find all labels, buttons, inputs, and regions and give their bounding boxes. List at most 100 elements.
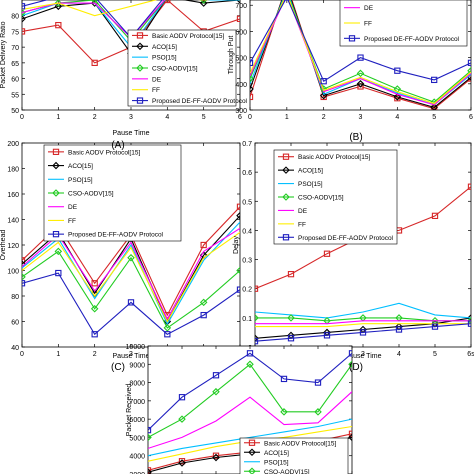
- series-line-ff: [22, 0, 211, 17]
- data-point-cso-aodv-15: [356, 69, 365, 78]
- data-point-basic-aodv-protocol-15: [431, 105, 438, 110]
- legend-label-aco-15: ACO[15]: [298, 168, 323, 175]
- data-point-proposed-de-ff-aodv-protocol: [394, 67, 401, 74]
- legend-marker-basic-aodv-protocol-15: [136, 32, 144, 39]
- legend-label-cso-aodv-15: CSO-AODV[15]: [68, 191, 114, 198]
- y-tick-label: 80: [11, 294, 19, 301]
- data-point-basic-aodv-protocol-15: [236, 15, 240, 23]
- y-axis-label: Delay: [233, 236, 240, 254]
- chart-panel-a: 50 55 60 65 70 75 80 0 1 2 3 4 5 6 Pause Time Packet De…: [0, 0, 248, 137]
- x-tick-label: 1: [56, 351, 60, 358]
- data-point-proposed-de-ff-aodv-protocol: [55, 269, 62, 277]
- series-line-aco-15: [250, 0, 471, 109]
- x-tick-label: 0: [248, 114, 252, 121]
- y-axis-label: Overhead: [0, 230, 7, 261]
- data-point-basic-aodv-protocol-15: [55, 21, 62, 29]
- data-point-cso-aodv-15: [127, 253, 135, 262]
- legend-marker-aco-15: [282, 166, 290, 174]
- data-point-aco-15: [54, 2, 63, 11]
- y-tick-label: 0.6: [242, 170, 252, 177]
- series-line-ff: [250, 0, 471, 105]
- data-point-basic-aodv-protocol-15: [200, 241, 207, 249]
- chart-panel-e: 3000 4000 5000 6000 7000 8000 9000 10000 Packet …: [126, 344, 353, 474]
- x-tick-label: 6: [469, 114, 473, 121]
- legend-label-aco-15: ACO[15]: [68, 163, 93, 170]
- legend-box: [273, 149, 398, 245]
- data-point-cso-aodv-15: [163, 324, 172, 332]
- data-point-basic-aodv-protocol-15: [212, 452, 220, 459]
- data-point-aco-15: [319, 91, 328, 100]
- legend-marker-proposed-de-ff-aodv-protocol: [136, 97, 144, 104]
- legend-marker-aco-15: [248, 448, 256, 457]
- y-tick-label: 60: [11, 320, 19, 327]
- y-tick-label: 4000: [129, 454, 145, 461]
- data-point-cso-aodv-15: [90, 304, 99, 313]
- legend-label-cso-aodv-15: CSO-AODV[15]: [298, 195, 344, 202]
- data-point-cso-aodv-15: [199, 0, 208, 4]
- y-tick-label: 65: [11, 61, 19, 68]
- x-tick-label: 6s: [467, 351, 474, 358]
- y-tick-label: 600: [235, 29, 247, 36]
- legend-marker-proposed-de-ff-aodv-protocol: [348, 35, 356, 42]
- data-point-cso-aodv-15: [287, 314, 295, 322]
- x-tick-label: 4: [395, 114, 399, 121]
- series-line-proposed-de-ff-aodv-protocol: [148, 352, 352, 431]
- data-point-cso-aodv-15: [54, 0, 63, 7]
- data-point-proposed-de-ff-aodv-protocol: [314, 379, 322, 386]
- y-axis-label: Packet Received: [126, 384, 133, 437]
- panel-label-d: (D): [349, 362, 363, 373]
- data-point-proposed-de-ff-aodv-protocol: [287, 335, 295, 342]
- data-point-aco-15: [467, 314, 471, 322]
- y-tick-label: 55: [11, 92, 19, 99]
- data-point-aco-15: [255, 334, 259, 343]
- chart-panel-d: 00.10.20.30.40.50.60.70123456sPause Time…: [233, 141, 474, 360]
- legend-marker-cso-aodv-15: [52, 189, 60, 197]
- legend-label-cso-aodv-15: CSO-AODV[15]: [264, 469, 310, 474]
- x-tick-label: 3: [361, 351, 365, 358]
- legend-label-de: DE: [152, 76, 162, 83]
- y-tick-label: 8000: [129, 381, 145, 388]
- x-tick-label: 2: [93, 351, 97, 358]
- y-tick-label: 0.2: [242, 287, 252, 294]
- data-point-cso-aodv-15: [255, 314, 259, 322]
- legend-label-aco-15: ACO[15]: [152, 44, 177, 51]
- data-point-aco-15: [430, 103, 438, 110]
- data-point-basic-aodv-protocol-15: [164, 0, 171, 4]
- y-tick-label: 60: [11, 77, 19, 84]
- data-point-basic-aodv-protocol-15: [178, 458, 186, 465]
- data-point-proposed-de-ff-aodv-protocol: [127, 299, 135, 306]
- legend-label-proposed-de-ff-aodv-protocol: Proposed DE-FF-AODV Protocol: [152, 98, 248, 105]
- data-point-cso-aodv-15: [314, 408, 322, 416]
- legend-marker-proposed-de-ff-aodv-protocol: [282, 234, 290, 241]
- y-tick-label: 400: [235, 82, 247, 89]
- y-tick-label: 120: [7, 243, 19, 250]
- data-point-proposed-de-ff-aodv-protocol: [164, 331, 171, 338]
- x-tick-label: 5: [202, 114, 206, 121]
- legend-marker-cso-aodv-15: [282, 193, 290, 201]
- x-axis-label: Pause Time: [113, 353, 150, 360]
- y-tick-label: 180: [7, 167, 19, 174]
- data-point-proposed-de-ff-aodv-protocol: [323, 332, 331, 339]
- y-tick-label: 0.3: [242, 258, 252, 265]
- y-tick-label: 0.5: [242, 199, 252, 206]
- x-axis-label: Pause Time: [345, 353, 382, 360]
- x-tick-label: 0: [20, 114, 24, 121]
- data-point-aco-15: [199, 0, 208, 7]
- data-point-basic-aodv-protocol-15: [323, 250, 331, 257]
- y-tick-label: 40: [11, 345, 19, 352]
- data-point-basic-aodv-protocol-15: [91, 59, 98, 67]
- legend-marker-cso-aodv-15: [248, 467, 256, 474]
- y-tick-label: 5000: [129, 435, 145, 442]
- y-tick-label: 100: [7, 269, 19, 276]
- data-point-proposed-de-ff-aodv-protocol: [467, 59, 471, 67]
- data-point-cso-aodv-15: [348, 360, 352, 369]
- data-point-aco-15: [212, 453, 220, 462]
- legend-label-pso-15: PSO[15]: [264, 459, 289, 466]
- data-point-proposed-de-ff-aodv-protocol: [467, 320, 471, 327]
- series-line-de: [255, 320, 471, 325]
- data-point-aco-15: [356, 80, 365, 88]
- legend-box: [339, 0, 468, 47]
- series-line-cso-aodv-15: [148, 363, 352, 438]
- y-tick-label: 75: [11, 29, 19, 36]
- y-tick-label: 0.4: [242, 228, 252, 235]
